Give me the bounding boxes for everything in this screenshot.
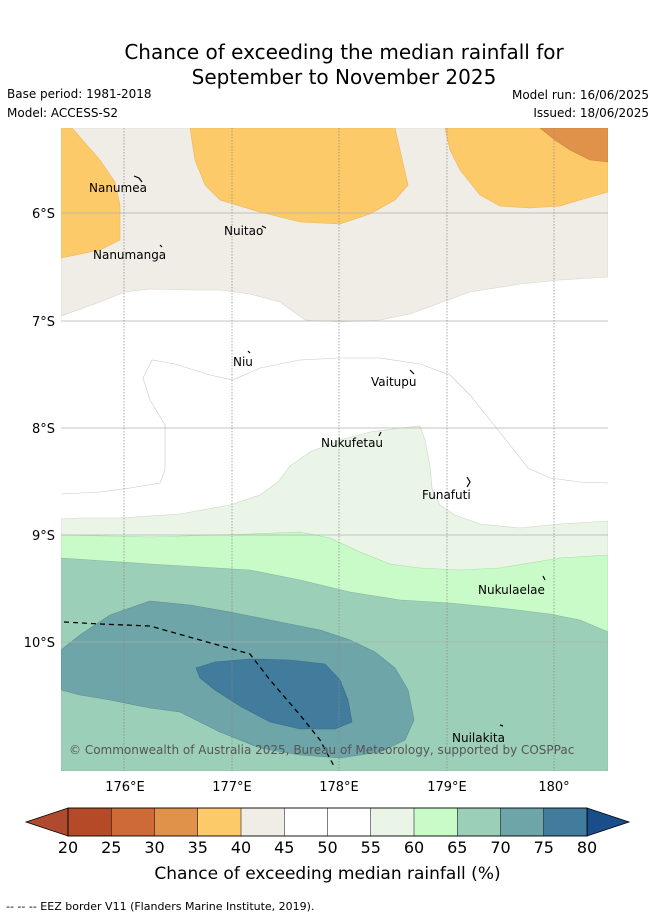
lat-tick-6s: 6°S: [32, 207, 55, 222]
title-line-1: Chance of exceeding the median rainfall …: [124, 40, 564, 64]
eez-border: [63, 621, 336, 769]
colorbar-segment: [413, 807, 458, 837]
model-name: Model: ACCESS-S2: [7, 106, 119, 120]
colorbar-segment: [197, 807, 242, 837]
lat-tick-9s: 9°S: [32, 529, 55, 544]
colorbar-segment: [370, 807, 415, 837]
island-label-nukufetau: Nukufetau: [321, 436, 383, 450]
colorbar-segment: [327, 807, 372, 837]
colorbar-tick-label: 55: [361, 838, 381, 857]
contour-line-50: [61, 357, 608, 495]
colorbar-under-arrow: [24, 807, 69, 837]
lon-tick-176e: 176°E: [105, 780, 145, 795]
colorbar-tick-label: 70: [490, 838, 510, 857]
base-period: Base period: 1981-2018: [7, 87, 152, 101]
island-label-vaitupu: Vaitupu: [371, 375, 417, 389]
colorbar-tick-label: 40: [231, 838, 251, 857]
lon-tick-178e: 178°E: [319, 780, 359, 795]
colorbar-segment: [500, 807, 545, 837]
colorbar-segment: [240, 807, 285, 837]
colorbar-tick-label: 25: [101, 838, 121, 857]
colorbar-tick-label: 65: [447, 838, 467, 857]
map-title: Chance of exceeding the median rainfall …: [0, 40, 655, 90]
colorbar-tick-label: 35: [188, 838, 208, 857]
lat-gridlines: [61, 212, 608, 643]
eez-legend-note: -- -- -- EEZ border V11 (Flanders Marine…: [6, 900, 315, 913]
colorbar-tick-label: 80: [577, 838, 597, 857]
colorbar-tick-label: 75: [534, 838, 554, 857]
rainfall-map: Nanumea Nuitao Nanumanga Niu Vaitupu Nuk…: [24, 128, 631, 857]
contour-band-75-80: [195, 658, 353, 730]
colorbar-segment: [154, 807, 199, 837]
contour-band-35-40-central: [189, 128, 409, 225]
contour-band-30-35-east: [539, 128, 608, 163]
issued-date: Issued: 18/06/2025: [533, 106, 649, 120]
colorbar-tick-label: 50: [317, 838, 337, 857]
contour-band-35-40-west: [61, 128, 121, 259]
colorbar-label: Chance of exceeding median rainfall (%): [154, 864, 501, 884]
colorbar-tick-label: 20: [58, 838, 78, 857]
lon-tick-177e: 177°E: [212, 780, 252, 795]
colorbar-tick-label: 45: [274, 838, 294, 857]
island-label-nanumea: Nanumea: [89, 181, 147, 195]
colorbar-tick-label: 30: [144, 838, 164, 857]
colorbar-segment: [67, 807, 112, 837]
colorbar-segment: [457, 807, 502, 837]
island-label-niu: Niu: [233, 355, 253, 369]
colorbar-segment: [284, 807, 329, 837]
colorbar: 20 25 30 35 40 45 50 55 60 65 70 75 80: [24, 807, 631, 857]
title-line-2: September to November 2025: [191, 65, 497, 89]
lat-tick-7s: 7°S: [32, 315, 55, 330]
island-label-nanumanga: Nanumanga: [93, 248, 166, 262]
copyright-notice: © Commonwealth of Australia 2025, Bureau…: [69, 743, 574, 757]
island-label-funafuti: Funafuti: [422, 488, 471, 502]
lat-tick-10s: 10°S: [24, 636, 55, 651]
lon-tick-180: 180°: [538, 780, 569, 795]
model-run: Model run: 16/06/2025: [511, 88, 649, 102]
colorbar-tick-label: 60: [404, 838, 424, 857]
lon-tick-179e: 179°E: [427, 780, 467, 795]
lon-gridlines: [123, 128, 555, 771]
island-coastlines: [133, 175, 546, 727]
colorbar-over-arrow: [586, 807, 631, 837]
island-label-nukulaelae: Nukulaelae: [478, 583, 545, 597]
island-label-nuilakita: Nuilakita: [452, 731, 505, 745]
colorbar-segment: [111, 807, 156, 837]
probability-contours: [61, 128, 608, 771]
colorbar-segment: [543, 807, 588, 837]
lat-tick-8s: 8°S: [32, 422, 55, 437]
island-label-nuitao: Nuitao: [224, 224, 263, 238]
